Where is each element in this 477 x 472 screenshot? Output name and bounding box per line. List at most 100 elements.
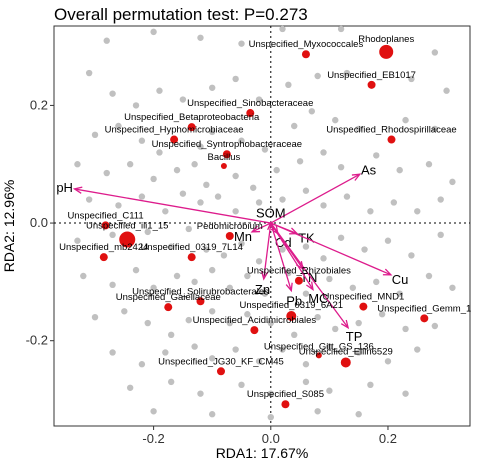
vector-label-as: As [361,162,377,177]
taxon-label: Unspecified_Acidimicrobiales [193,315,317,326]
taxon-label: Rhodoplanes [358,34,414,45]
background-point [121,308,128,315]
background-point [74,161,81,168]
taxon-label: Unspecified_C111 [67,210,143,221]
background-point [244,272,251,280]
background-point [384,358,392,365]
taxon-point [225,232,234,240]
background-point [126,161,134,168]
taxon-label: Unspecified_Rhodospirillaceae [326,125,456,136]
taxon-label: Pedomicrobium [197,221,263,232]
background-point [226,284,233,291]
background-point [437,231,444,239]
background-point [337,234,345,241]
background-point [244,311,251,318]
taxon-label: Unspecified_S085 [247,389,324,400]
background-point [115,202,122,209]
y-tick-label: 0.2 [30,97,48,112]
taxon-point [216,367,225,376]
y-axis-label: RDA2: 12.96% [1,180,17,273]
y-tick-label: -0.2 [26,333,48,348]
background-point [255,258,263,265]
vector-label-pb: Pb [286,293,302,308]
background-point [255,96,263,103]
background-point [126,384,134,391]
vector-label-zn: Zn [255,282,270,297]
vector-arrowhead-ph [72,186,83,194]
background-point [208,411,216,418]
background-point [285,81,292,89]
background-point [261,146,269,153]
taxon-label: Unspecified_Betaproteobacteria [124,112,260,123]
background-point [355,319,362,327]
background-point [343,193,351,200]
background-point [320,255,327,262]
background-point [449,284,456,291]
taxon-point [367,80,376,89]
x-tick-label: -0.2 [142,431,164,446]
background-point [220,252,228,259]
background-point [150,28,157,36]
background-point [291,331,298,339]
background-point [367,208,374,215]
vector-arrowhead-cu [382,268,393,276]
taxon-point [170,135,179,144]
taxon-point [196,297,205,306]
taxon-label: Unspecified_iii1_15 [86,221,168,232]
background-point [390,199,398,206]
background-point [232,208,239,215]
background-point [302,187,310,194]
x-tick-label: 0.2 [379,431,397,446]
background-point [320,202,327,209]
environment-vectors: pHAsSOMMnCdTKZnTNCuMCPbTP [56,162,408,343]
background-point [132,102,140,109]
vector-label-som: SOM [256,205,286,220]
taxon-point [119,231,136,248]
background-point [326,387,333,394]
background-point [150,284,157,291]
plot-panel [53,25,471,427]
taxon-label: Unspecified_Hyphomicrobiaceae [105,125,244,136]
background-point [232,172,239,180]
background-point [396,166,403,174]
background-point [238,240,245,247]
background-point [425,272,433,280]
background-point [449,178,456,186]
taxon-point [187,123,196,132]
background-point [197,143,204,150]
taxon-point [222,150,231,159]
background-point [414,346,421,353]
background-point [162,349,169,356]
background-point [425,161,433,168]
taxon-label: Unspecified_Rhizobiales [247,266,351,277]
taxon-point [420,314,429,323]
background-point [250,184,257,191]
background-point [179,96,187,103]
taxon-label: Unspecified_Syntrophobacteraceae [152,139,303,150]
background-point [208,308,216,315]
background-point [378,311,386,318]
vector-line-as [270,173,361,224]
background-point [173,166,181,174]
background-point [91,313,99,321]
taxon-point [187,253,196,262]
background-point [332,325,339,333]
background-point [337,163,345,171]
taxon-point [164,303,173,312]
background-point [443,87,450,94]
background-point [208,84,216,91]
vector-arrowhead-mc [306,281,314,291]
background-point [208,266,216,274]
background-point [431,49,439,56]
background-point [191,278,198,286]
taxon-label: Unspecified_Myxococcales [249,39,364,50]
taxon-point [286,311,297,321]
background-point [109,90,116,97]
taxon-point [220,163,227,169]
background-point [185,225,192,233]
axis-ticks: -0.2 0.0 0.2 -0.2 0.0 0.2 [26,97,397,446]
taxon-point [340,357,351,368]
background-point [355,349,362,356]
background-point [214,193,222,200]
